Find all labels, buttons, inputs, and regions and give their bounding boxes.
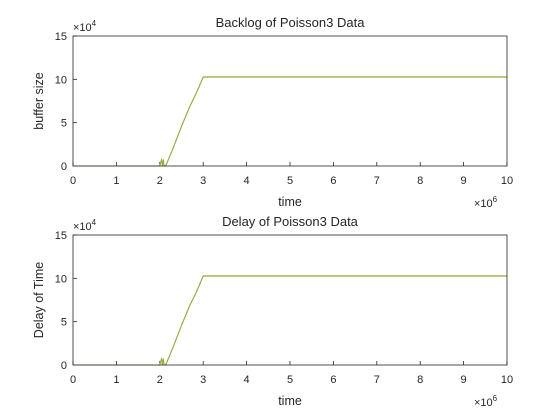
y-axis-label: buffer size xyxy=(32,72,46,129)
x-tick-label: 1 xyxy=(113,374,119,386)
x-tick-label: 9 xyxy=(461,374,467,386)
x-tick-label: 6 xyxy=(330,175,336,187)
x-tick-label: 3 xyxy=(200,374,206,386)
y-ticks: 0 5 10 15 xyxy=(55,31,77,173)
x-tick-label: 10 xyxy=(501,374,513,386)
plot-area xyxy=(73,235,507,365)
y-tick-label: 10 xyxy=(55,74,67,86)
y-exponent: ×104 xyxy=(73,19,97,34)
x-tick-label: 7 xyxy=(374,374,380,386)
y-tick-label: 10 xyxy=(55,273,67,285)
x-ticks: 0 1 2 3 4 5 6 7 8 9 10 xyxy=(70,162,513,187)
x-tick-label: 5 xyxy=(287,374,293,386)
axes-box xyxy=(72,35,508,167)
x-tick-label: 3 xyxy=(200,175,206,187)
x-tick-label: 5 xyxy=(287,175,293,187)
subplot-delay: Delay of Poisson3 Data ×104 Delay of Tim… xyxy=(32,214,513,409)
y-tick-label: 15 xyxy=(55,230,67,242)
y-tick-label: 15 xyxy=(55,31,67,43)
axes-box xyxy=(72,234,508,366)
x-tick-label: 2 xyxy=(157,374,163,386)
x-exponent: ×106 xyxy=(474,394,498,409)
y-tick-label: 0 xyxy=(61,360,67,372)
x-tick-label: 4 xyxy=(244,175,250,187)
subplot-backlog: Backlog of Poisson3 Data ×104 buffer siz… xyxy=(32,15,513,210)
x-tick-label: 8 xyxy=(417,374,423,386)
x-tick-label: 6 xyxy=(330,374,336,386)
x-exponent: ×106 xyxy=(474,195,498,210)
y-tick-label: 0 xyxy=(61,161,67,173)
x-tick-label: 10 xyxy=(501,175,513,187)
x-tick-label: 4 xyxy=(244,374,250,386)
x-tick-label: 9 xyxy=(461,175,467,187)
x-tick-label: 0 xyxy=(70,374,76,386)
y-exponent: ×104 xyxy=(73,218,97,233)
y-tick-label: 5 xyxy=(61,317,67,329)
x-axis-label: time xyxy=(278,394,302,408)
x-tick-label: 1 xyxy=(113,175,119,187)
y-axis-label: Delay of Time xyxy=(32,262,46,338)
x-axis-label: time xyxy=(278,195,302,209)
chart-title: Backlog of Poisson3 Data xyxy=(216,15,366,30)
x-tick-label: 7 xyxy=(374,175,380,187)
x-tick-label: 0 xyxy=(70,175,76,187)
plot-area xyxy=(73,36,507,166)
x-ticks: 0 1 2 3 4 5 6 7 8 9 10 xyxy=(70,361,513,386)
chart-title: Delay of Poisson3 Data xyxy=(222,214,359,229)
x-tick-label: 8 xyxy=(417,175,423,187)
y-tick-label: 5 xyxy=(61,118,67,130)
y-ticks: 0 5 10 15 xyxy=(55,230,77,372)
x-tick-label: 2 xyxy=(157,175,163,187)
